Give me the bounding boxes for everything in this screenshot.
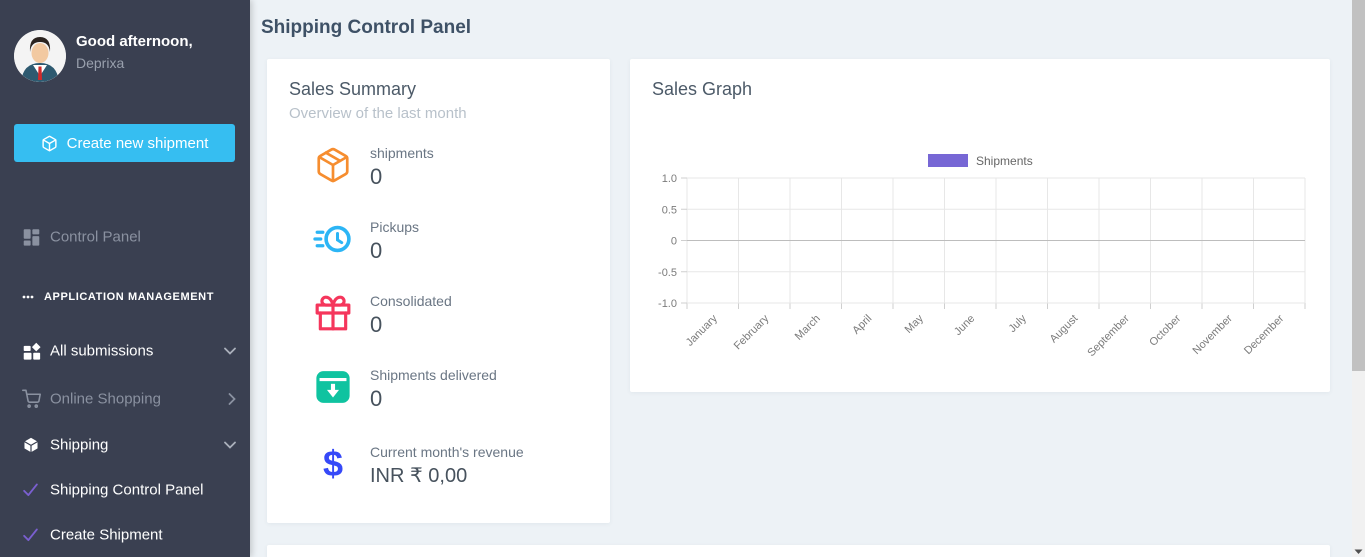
stat-value: 0 bbox=[370, 386, 383, 411]
stat-shipments: shipments 0 bbox=[313, 145, 434, 190]
ellipsis-icon bbox=[22, 295, 34, 299]
dollar-icon: $ bbox=[322, 443, 344, 484]
sidebar-item-shipping-control-panel[interactable]: Shipping Control Panel bbox=[0, 475, 250, 505]
pickup-clock-icon bbox=[313, 219, 353, 259]
stat-pickups: Pickups 0 bbox=[313, 219, 419, 264]
stat-value: 0 bbox=[370, 164, 383, 189]
sales-graph-card: Sales Graph 1.0 0.5 0 -0.5 -1.0 January Februa… bbox=[630, 59, 1330, 392]
chevron-right-icon bbox=[228, 393, 236, 405]
svg-text:Shipments: Shipments bbox=[976, 154, 1033, 168]
scrollbar-thumb[interactable] bbox=[1352, 0, 1365, 371]
svg-text:November: November bbox=[1191, 312, 1236, 357]
main-content: Shipping Control Panel Sales Summary Ove… bbox=[250, 0, 1365, 557]
svg-text:January: January bbox=[684, 312, 721, 349]
chevron-down-icon bbox=[224, 441, 236, 449]
username-text: Deprixa bbox=[76, 55, 125, 71]
svg-text:1.0: 1.0 bbox=[662, 173, 677, 185]
stat-value: 0 bbox=[370, 312, 383, 337]
sales-summary-subtitle: Overview of the last month bbox=[289, 105, 467, 122]
bottom-card bbox=[267, 545, 1330, 557]
stat-value: INR ₹ 0,00 bbox=[370, 465, 468, 487]
gift-icon bbox=[313, 293, 353, 333]
sales-summary-title: Sales Summary bbox=[289, 79, 417, 99]
svg-text:February: February bbox=[732, 312, 772, 352]
sales-graph-title: Sales Graph bbox=[652, 79, 753, 99]
shopping-cart-icon bbox=[22, 389, 41, 409]
vertical-scrollbar[interactable] bbox=[1352, 0, 1365, 557]
sales-summary-card: Sales Summary Overview of the last month… bbox=[267, 59, 610, 523]
svg-text:March: March bbox=[793, 313, 823, 343]
svg-text:June: June bbox=[952, 313, 977, 338]
sidebar: Good afternoon, Deprixa Create new shipm… bbox=[0, 0, 250, 557]
scroll-down-arrow-icon[interactable] bbox=[1354, 549, 1363, 555]
chevron-down-icon bbox=[224, 347, 236, 355]
stat-shipments-delivered: Shipments delivered 0 bbox=[313, 367, 497, 412]
sales-graph-chart: 1.0 0.5 0 -0.5 -1.0 January February March April… bbox=[658, 154, 1306, 359]
sidebar-item-shipping[interactable]: Shipping bbox=[0, 430, 250, 460]
svg-text:July: July bbox=[1007, 312, 1030, 335]
svg-text:September: September bbox=[1085, 312, 1132, 359]
svg-text:October: October bbox=[1147, 312, 1183, 348]
svg-text:December: December bbox=[1242, 312, 1287, 357]
package-icon bbox=[313, 145, 353, 185]
create-new-shipment-button[interactable]: Create new shipment bbox=[14, 124, 235, 162]
avatar bbox=[14, 30, 66, 82]
svg-text:April: April bbox=[850, 313, 874, 337]
sidebar-item-online-shopping[interactable]: Online Shopping bbox=[0, 384, 250, 414]
inbox-in-icon bbox=[313, 367, 353, 407]
sidebar-item-control-panel[interactable]: Control Panel bbox=[0, 222, 250, 252]
sidebar-item-create-shipment[interactable]: Create Shipment bbox=[0, 520, 250, 550]
greeting-text: Good afternoon, bbox=[76, 33, 193, 50]
sidebar-item-all-submissions[interactable]: All submissions bbox=[0, 336, 250, 366]
shipping-box-icon bbox=[22, 436, 40, 454]
tiles-icon bbox=[22, 342, 41, 361]
svg-text:May: May bbox=[903, 312, 927, 336]
section-header-application-management: APPLICATION MANAGEMENT bbox=[22, 291, 250, 303]
svg-text:August: August bbox=[1048, 313, 1081, 346]
svg-text:0.5: 0.5 bbox=[662, 204, 677, 216]
create-new-shipment-label: Create new shipment bbox=[66, 134, 209, 152]
check-icon bbox=[22, 482, 39, 499]
svg-text:0: 0 bbox=[671, 236, 677, 248]
cube-icon bbox=[41, 135, 58, 152]
stat-consolidated: Consolidated 0 bbox=[313, 293, 452, 338]
dashboard-grid-icon bbox=[22, 228, 41, 247]
stat-current-month-revenue: $ Current month's revenue INR ₹ 0,00 bbox=[313, 444, 524, 488]
svg-text:-0.5: -0.5 bbox=[658, 267, 677, 279]
stat-value: 0 bbox=[370, 238, 383, 263]
check-icon bbox=[22, 527, 39, 544]
svg-text:-1.0: -1.0 bbox=[658, 298, 677, 310]
page-title: Shipping Control Panel bbox=[261, 17, 472, 38]
